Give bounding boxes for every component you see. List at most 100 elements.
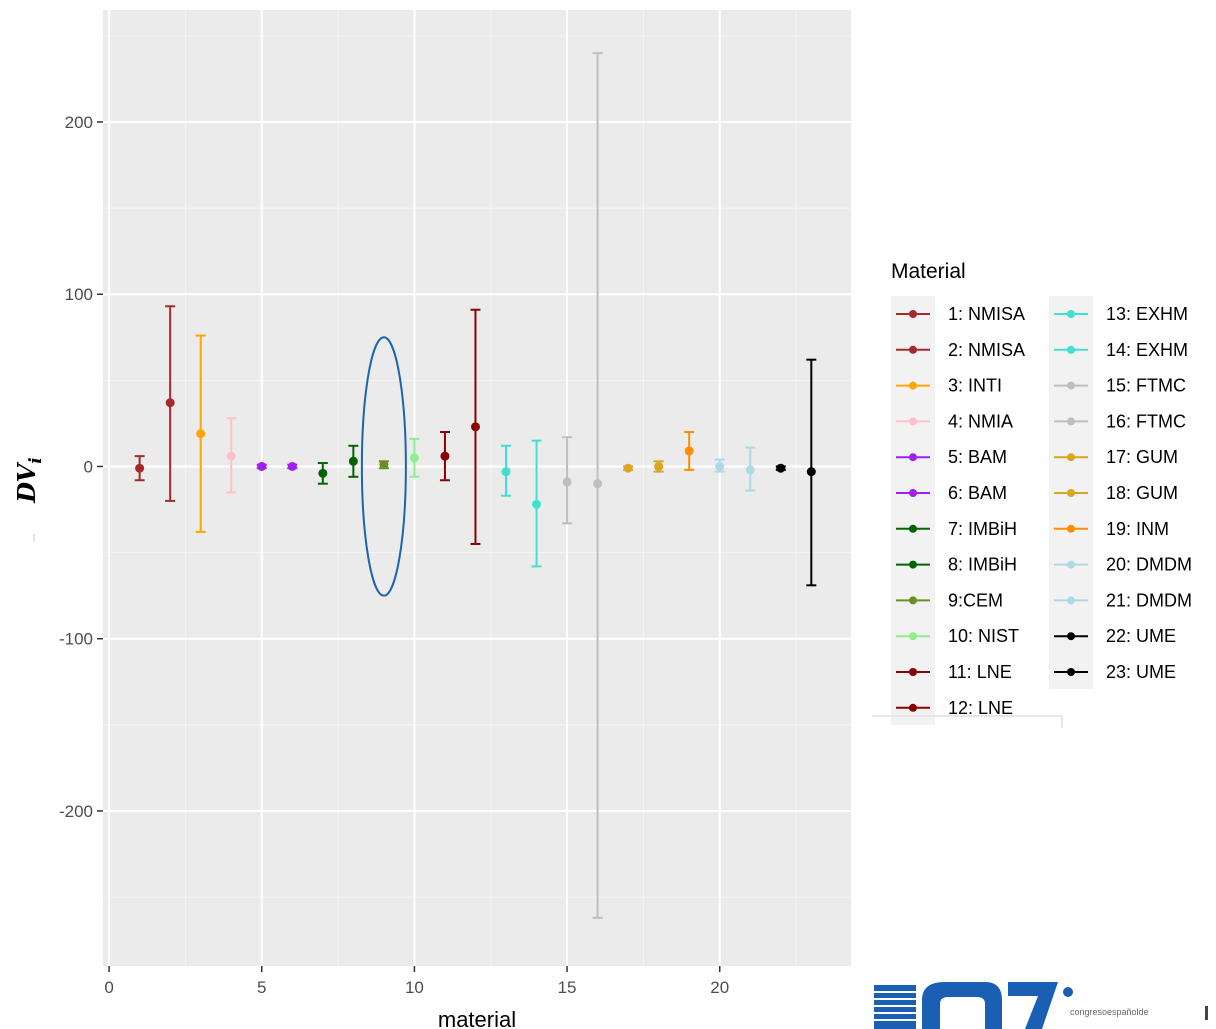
legend-item: 21: DMDM bbox=[1054, 590, 1192, 610]
x-axis-title: material bbox=[438, 1007, 516, 1029]
legend-key-point bbox=[1067, 310, 1075, 318]
legend-key-point bbox=[1067, 560, 1075, 569]
legend-key-point bbox=[1067, 668, 1075, 676]
legend-key-point bbox=[909, 668, 917, 676]
legend-key-point bbox=[1067, 381, 1075, 390]
data-point bbox=[593, 479, 603, 489]
legend-item: 19: INM bbox=[1054, 519, 1169, 539]
legend-item: 11: LNE bbox=[896, 662, 1012, 682]
legend-keys-col1-bg bbox=[891, 296, 935, 725]
legend-item: 9:CEM bbox=[896, 590, 1003, 610]
legend-key-point bbox=[1067, 596, 1075, 605]
y-axis-title-main: DV bbox=[12, 461, 41, 503]
legend-key-point bbox=[909, 310, 917, 318]
congress-logo: congresoespañolde bbox=[872, 715, 1208, 1029]
legend-label: 22: UME bbox=[1106, 626, 1176, 646]
data-point bbox=[532, 499, 542, 509]
legend-item: 7: IMBiH bbox=[896, 519, 1017, 539]
data-point bbox=[135, 463, 145, 473]
data-point bbox=[776, 463, 786, 473]
data-point bbox=[562, 477, 572, 487]
legend-label: 18: GUM bbox=[1106, 483, 1178, 503]
x-tick-label: 0 bbox=[104, 978, 113, 997]
x-tick-label: 5 bbox=[257, 978, 266, 997]
legend-label: 5: BAM bbox=[948, 447, 1007, 467]
data-point bbox=[745, 465, 755, 475]
highlight-ellipse bbox=[360, 336, 407, 597]
data-point bbox=[715, 461, 725, 471]
legend-label: 14: EXHM bbox=[1106, 340, 1188, 360]
legend-key-point bbox=[1067, 489, 1075, 497]
data-point bbox=[501, 467, 511, 477]
legend-label: 13: EXHM bbox=[1106, 304, 1188, 324]
data-point bbox=[196, 429, 206, 439]
legend-item: 17: GUM bbox=[1054, 447, 1178, 467]
legend-label: 15: FTMC bbox=[1106, 376, 1186, 396]
legend-key-point bbox=[909, 524, 917, 533]
legend-item: 4: NMIA bbox=[896, 411, 1013, 431]
legend-label: 1: NMISA bbox=[948, 304, 1025, 324]
legend-title: Material bbox=[891, 260, 966, 283]
logo-seven-shape bbox=[1008, 982, 1058, 1029]
legend-label: 2: NMISA bbox=[948, 340, 1025, 360]
data-point bbox=[684, 446, 694, 456]
data-point bbox=[318, 468, 328, 478]
legend-item: 16: FTMC bbox=[1054, 411, 1186, 431]
data-point bbox=[623, 463, 633, 473]
legend-key-point bbox=[1067, 632, 1075, 641]
legend-label: 19: INM bbox=[1106, 519, 1169, 539]
legend-label: 16: FTMC bbox=[1106, 411, 1186, 431]
logo-n-shape bbox=[922, 982, 1002, 1029]
legend-label: 6: BAM bbox=[948, 483, 1007, 503]
major-gridlines bbox=[103, 10, 851, 966]
data-point bbox=[379, 460, 389, 470]
legend-item: 18: GUM bbox=[1054, 483, 1178, 503]
logo-dot bbox=[1063, 987, 1073, 997]
data-point bbox=[806, 467, 816, 477]
legend-item: 8: IMBiH bbox=[896, 555, 1017, 575]
legend-item: 23: UME bbox=[1054, 662, 1176, 682]
data-point bbox=[409, 453, 419, 463]
legend-item: 10: NIST bbox=[896, 626, 1019, 646]
legend-item: 3: INTI bbox=[896, 376, 1002, 396]
legend-item: 2: NMISA bbox=[896, 340, 1025, 360]
minor-gridlines bbox=[103, 10, 851, 966]
x-tick-label: 10 bbox=[405, 978, 424, 997]
legend-key-point bbox=[1067, 453, 1075, 462]
legend-label: 8: IMBiH bbox=[948, 555, 1017, 575]
data-point bbox=[165, 398, 175, 408]
legend-label: 23: UME bbox=[1106, 662, 1176, 682]
logo-stripes bbox=[874, 991, 916, 1021]
data-point bbox=[348, 456, 358, 466]
legend-key-point bbox=[909, 453, 917, 462]
legend-item: 14: EXHM bbox=[1054, 340, 1188, 360]
plot-panel bbox=[103, 10, 851, 966]
data-point bbox=[287, 461, 297, 471]
legend-item: 22: UME bbox=[1054, 626, 1176, 646]
legend-label: 7: IMBiH bbox=[948, 519, 1017, 539]
legend-item: 13: EXHM bbox=[1054, 304, 1188, 324]
legend-key-point bbox=[909, 345, 917, 354]
x-axis-ticks: 0 5 10 15 20 bbox=[104, 966, 729, 997]
error-bars bbox=[134, 52, 817, 919]
legend-label: 9:CEM bbox=[948, 590, 1003, 610]
y-tick-label: 0 bbox=[84, 457, 93, 476]
legend-item: 15: FTMC bbox=[1054, 376, 1186, 396]
data-point bbox=[470, 422, 480, 432]
legend-key-point bbox=[909, 632, 917, 641]
legend-label: 12: LNE bbox=[948, 698, 1013, 718]
legend-key-point bbox=[1067, 524, 1075, 533]
data-point bbox=[226, 451, 236, 461]
y-tick-label: 200 bbox=[65, 113, 93, 132]
legend-item: 5: BAM bbox=[896, 447, 1007, 467]
legend-item: 20: DMDM bbox=[1054, 555, 1192, 575]
legend-label: 20: DMDM bbox=[1106, 555, 1192, 575]
legend-label: 4: NMIA bbox=[948, 411, 1013, 431]
x-tick-label: 15 bbox=[558, 978, 577, 997]
y-tick-label: -200 bbox=[59, 802, 93, 821]
y-axis-ticks: -200 -100 0 100 200 bbox=[59, 113, 103, 821]
legend-label: 21: DMDM bbox=[1106, 590, 1192, 610]
data-point bbox=[257, 461, 267, 471]
data-point bbox=[654, 461, 664, 471]
